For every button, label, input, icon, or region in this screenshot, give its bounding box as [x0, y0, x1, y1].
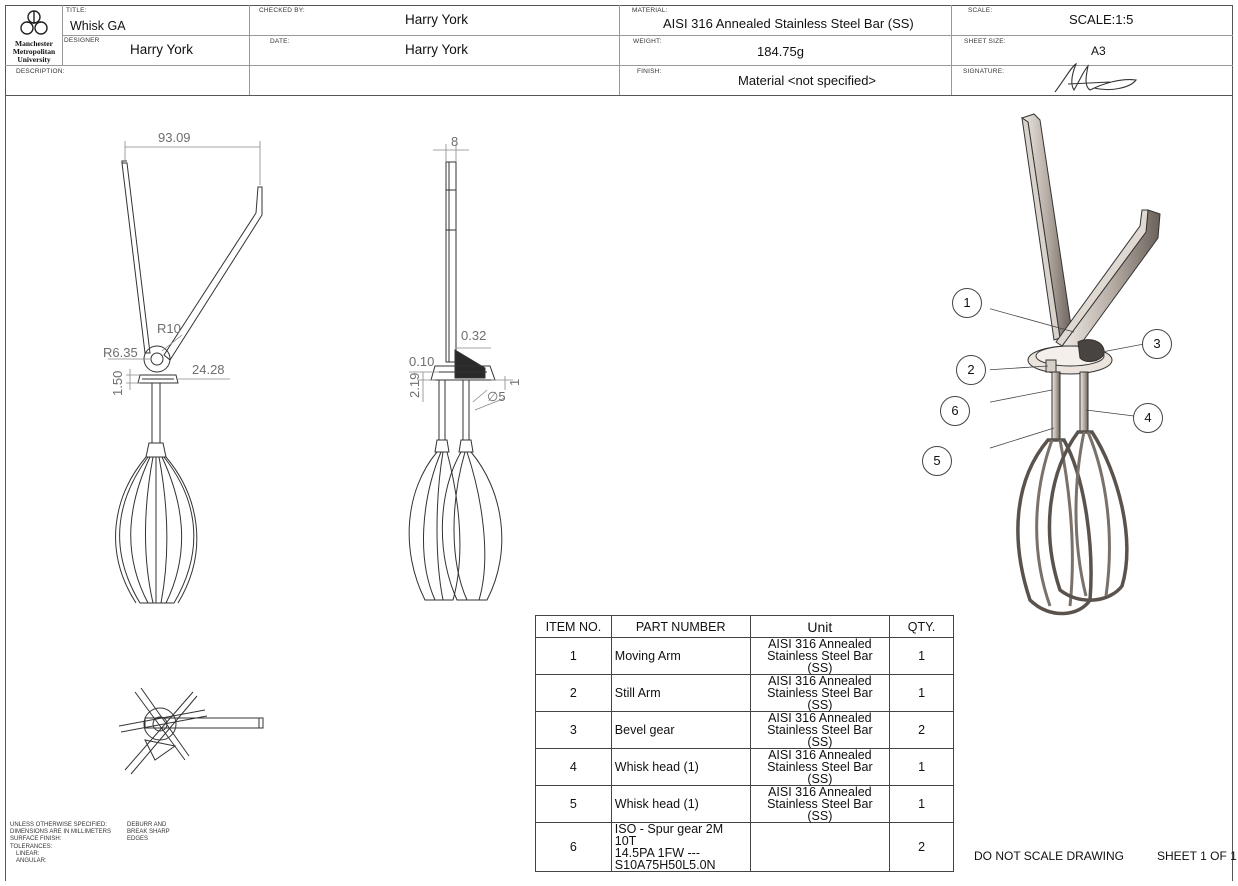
title-label: TITLE:	[66, 7, 87, 14]
bom-qty: 2	[889, 711, 954, 749]
table-row: 6 ISO - Spur gear 2M 10T 14.5PA 1FW --- S1…	[535, 822, 954, 872]
top-view-drawing	[118, 687, 264, 775]
checked-by-value: Harry York	[405, 12, 469, 27]
bom-part: Bevel gear	[610, 711, 751, 749]
do-not-scale-note: DO NOT SCALE DRAWING	[974, 849, 1125, 863]
weight-value: 184.75g	[757, 44, 804, 59]
bom-item: 5	[535, 785, 612, 823]
table-row: 1 Moving Arm AISI 316 Annealed Stainless …	[535, 637, 954, 675]
dim-93-09: 93.09	[158, 130, 191, 145]
bill-of-materials-table: ITEM NO. PART NUMBER Unit QTY. 1 Moving …	[535, 615, 954, 872]
isometric-view-drawing	[990, 113, 1161, 616]
bom-qty: 2	[889, 822, 954, 872]
bom-header-unit: Unit	[749, 615, 891, 638]
finish-value: Material <not specified>	[738, 73, 877, 88]
table-row: 5 Whisk head (1) AISI 316 Annealed Stainl…	[535, 785, 954, 823]
date-label: DATE:	[270, 38, 290, 45]
designer-value: Harry York	[130, 42, 194, 57]
bom-item: 3	[535, 711, 612, 749]
bom-item: 4	[535, 748, 612, 786]
dim-1: 1	[507, 378, 522, 386]
bom-part: Still Arm	[610, 674, 751, 712]
sheet-size-label: SHEET SIZE:	[964, 38, 1006, 45]
bom-item: 1	[535, 637, 612, 675]
balloon-6: 6	[940, 396, 970, 426]
university-logo-text: Manchester Metropolitan University	[12, 39, 56, 64]
dim-r6-35: R6.35	[103, 345, 138, 360]
bom-header-part: PART NUMBER	[610, 615, 751, 638]
dim-r10: R10	[157, 321, 181, 336]
bom-unit: AISI 316 Annealed Stainless Steel Bar (SS…	[749, 637, 891, 675]
balloon-1: 1	[952, 288, 982, 318]
bom-part: ISO - Spur gear 2M 10T 14.5PA 1FW --- S10A…	[610, 822, 751, 872]
dim-dia-5: ∅5	[487, 389, 506, 404]
table-row: 2 Still Arm AISI 316 Annealed Stainless S…	[535, 674, 954, 712]
bom-item: 6	[535, 822, 612, 872]
general-notes: UNLESS OTHERWISE SPECIFIED: DIMENSIONS A…	[10, 822, 112, 865]
designer-label: DESIGNER	[64, 37, 100, 44]
bom-item: 2	[535, 674, 612, 712]
bom-unit: AISI 316 Annealed Stainless Steel Bar (SS…	[749, 785, 891, 823]
dim-1-50: 1.50	[110, 370, 125, 396]
dim-0-10: 0.10	[409, 354, 435, 369]
balloon-3: 3	[1142, 329, 1172, 359]
balloon-4: 4	[1133, 403, 1163, 433]
drawing-title: Whisk GA	[70, 19, 126, 33]
deburr-note: DEBURR AND BREAK SHARP EDGES	[127, 822, 170, 843]
bom-part: Whisk head (1)	[610, 748, 751, 786]
bom-header-row: ITEM NO. PART NUMBER Unit QTY.	[535, 615, 954, 638]
bom-part: Moving Arm	[610, 637, 751, 675]
bom-part: Whisk head (1)	[610, 785, 751, 823]
date-value: Harry York	[405, 42, 469, 57]
bom-qty: 1	[889, 748, 954, 786]
signature-label: SIGNATURE:	[963, 68, 1005, 75]
signature-icon	[1054, 62, 1138, 93]
finish-label: FINISH:	[637, 68, 662, 75]
sheet-size-value: A3	[1091, 44, 1106, 58]
dim-0-32: 0.32	[461, 328, 487, 343]
table-row: 4 Whisk head (1) AISI 316 Annealed Stainl…	[535, 748, 954, 786]
dim-8: 8	[451, 134, 459, 149]
front-view-drawing	[108, 141, 263, 604]
bom-unit: AISI 316 Annealed Stainless Steel Bar (SS…	[749, 748, 891, 786]
bom-qty: 1	[889, 674, 954, 712]
dim-24-28: 24.28	[192, 362, 225, 377]
table-row: 3 Bevel gear AISI 316 Annealed Stainless …	[535, 711, 954, 749]
dim-2-19: 2.19	[407, 372, 422, 398]
bom-header-item: ITEM NO.	[535, 615, 612, 638]
bom-unit: AISI 316 Annealed Stainless Steel Bar (SS…	[749, 674, 891, 712]
description-label: DESCRIPTION:	[16, 68, 65, 75]
scale-label: SCALE:	[968, 7, 993, 14]
material-label: MATERIAL:	[632, 7, 668, 14]
sheet-number: SHEET 1 OF 1	[1157, 849, 1237, 863]
bom-unit: AISI 316 Annealed Stainless Steel Bar (SS…	[749, 711, 891, 749]
university-logo-icon	[20, 10, 48, 35]
checked-by-label: CHECKED BY:	[259, 7, 305, 14]
bom-unit	[749, 822, 891, 872]
side-view-drawing	[408, 144, 513, 601]
balloon-5: 5	[922, 446, 952, 476]
weight-label: WEIGHT:	[633, 38, 662, 45]
balloon-2: 2	[956, 355, 986, 385]
bom-qty: 1	[889, 637, 954, 675]
bom-header-qty: QTY.	[889, 615, 954, 638]
scale-value: SCALE:1:5	[1069, 12, 1134, 27]
material-value: AISI 316 Annealed Stainless Steel Bar (S…	[663, 16, 914, 31]
bom-qty: 1	[889, 785, 954, 823]
